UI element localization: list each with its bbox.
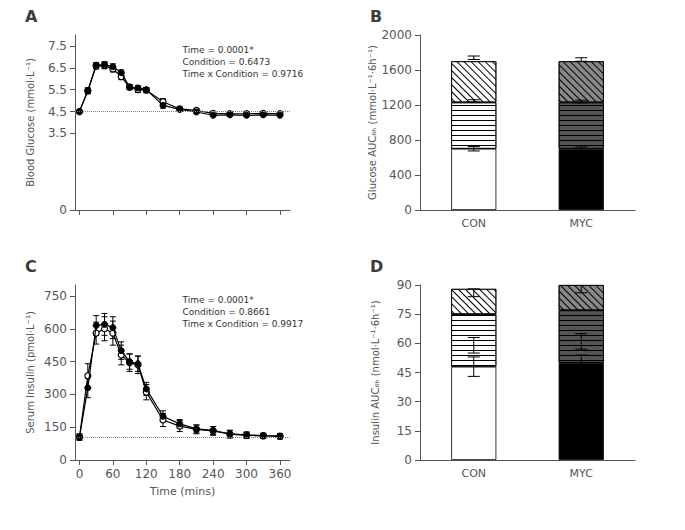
- svg-text:60: 60: [397, 336, 412, 350]
- svg-text:300: 300: [44, 387, 67, 401]
- svg-text:Insulin AUC₆ₕ (nmol·L⁻¹·6h⁻¹): Insulin AUC₆ₕ (nmol·L⁻¹·6h⁻¹): [370, 300, 381, 444]
- svg-text:Time = 0.0001*: Time = 0.0001*: [182, 45, 255, 55]
- svg-text:0: 0: [404, 453, 412, 467]
- svg-text:450: 450: [44, 355, 67, 369]
- svg-text:2000: 2000: [381, 28, 412, 42]
- svg-text:240: 240: [202, 467, 225, 481]
- svg-text:3.5: 3.5: [48, 126, 67, 140]
- svg-text:MYC: MYC: [570, 467, 594, 480]
- svg-text:0: 0: [59, 453, 67, 467]
- svg-text:Condition = 0.6473: Condition = 0.6473: [183, 57, 271, 67]
- svg-text:Time x Condition = 0.9917: Time x Condition = 0.9917: [182, 319, 304, 329]
- svg-text:60: 60: [105, 467, 120, 481]
- svg-text:150: 150: [44, 420, 67, 434]
- svg-text:5.5: 5.5: [48, 83, 67, 97]
- svg-text:7.5: 7.5: [48, 39, 67, 53]
- svg-text:C: C: [25, 257, 37, 276]
- svg-text:45: 45: [397, 366, 412, 380]
- svg-text:Condition = 0.8661: Condition = 0.8661: [183, 307, 271, 317]
- svg-text:0: 0: [404, 203, 412, 217]
- svg-text:0: 0: [76, 467, 84, 481]
- svg-text:400: 400: [389, 168, 412, 182]
- svg-text:CON: CON: [461, 467, 486, 480]
- svg-text:CON: CON: [461, 217, 486, 230]
- svg-text:Serum Insulin (pmol·L⁻¹): Serum Insulin (pmol·L⁻¹): [25, 311, 36, 434]
- svg-text:Time x Condition = 0.9716: Time x Condition = 0.9716: [182, 69, 304, 79]
- svg-text:Blood Glucose (mmol·L⁻¹): Blood Glucose (mmol·L⁻¹): [25, 58, 36, 187]
- svg-text:A: A: [25, 7, 38, 26]
- svg-text:180: 180: [168, 467, 191, 481]
- svg-text:1600: 1600: [381, 63, 412, 77]
- svg-text:750: 750: [44, 289, 67, 303]
- svg-text:MYC: MYC: [570, 217, 594, 230]
- svg-text:360: 360: [269, 467, 292, 481]
- svg-text:90: 90: [397, 278, 412, 292]
- svg-text:B: B: [370, 7, 382, 26]
- svg-text:D: D: [370, 257, 383, 276]
- svg-text:30: 30: [397, 395, 412, 409]
- svg-text:Glucose AUC₆ₕ (mmol·L⁻¹·6h⁻¹): Glucose AUC₆ₕ (mmol·L⁻¹·6h⁻¹): [367, 45, 378, 200]
- svg-text:800: 800: [389, 133, 412, 147]
- svg-text:600: 600: [44, 322, 67, 336]
- svg-text:Time (mins): Time (mins): [149, 485, 215, 498]
- svg-text:Time = 0.0001*: Time = 0.0001*: [182, 295, 255, 305]
- svg-text:1200: 1200: [381, 98, 412, 112]
- svg-text:15: 15: [397, 424, 412, 438]
- svg-text:4.5: 4.5: [48, 105, 67, 119]
- svg-text:0: 0: [59, 203, 67, 217]
- svg-text:6.5: 6.5: [48, 61, 67, 75]
- svg-text:75: 75: [397, 307, 412, 321]
- svg-text:120: 120: [135, 467, 158, 481]
- svg-text:300: 300: [235, 467, 258, 481]
